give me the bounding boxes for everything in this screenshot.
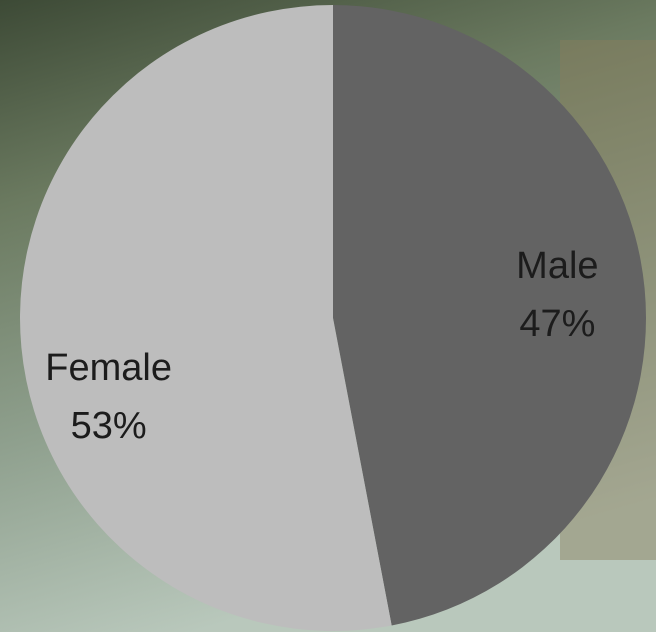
pie-slice [333,5,647,626]
pie: Male 47% Female 53% [20,5,647,631]
slice-value-label: 47% [519,303,595,345]
slice-category-label: Male [516,245,598,287]
slice-category-label: Female [45,347,172,389]
slice-value-label: 53% [71,405,147,447]
pie-slice [20,5,392,631]
